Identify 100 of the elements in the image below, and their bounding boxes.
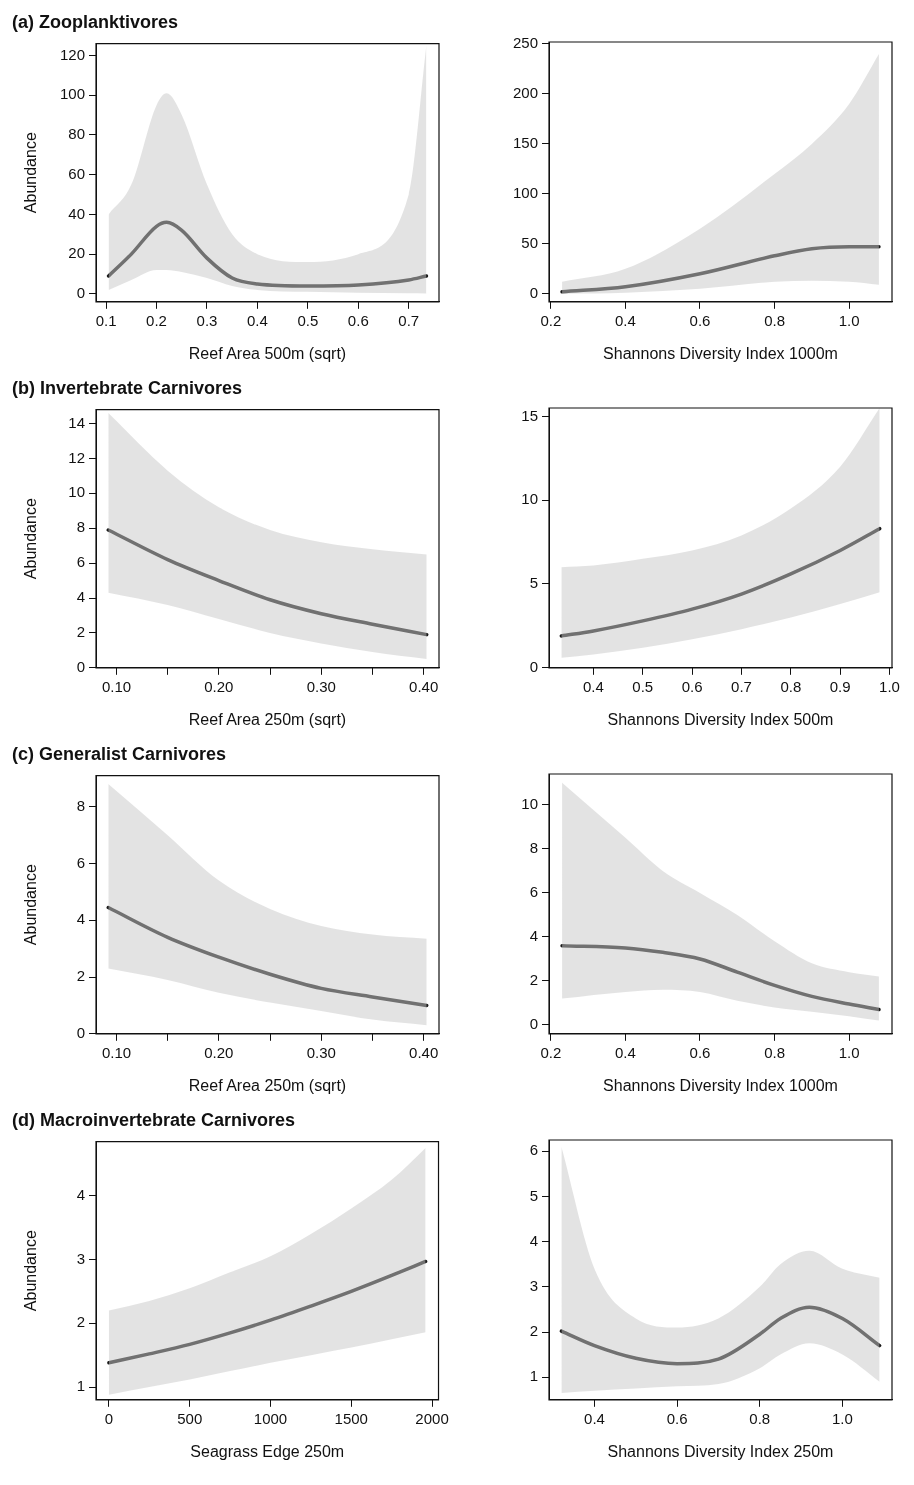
x-tick-label: 0.4 [582, 677, 604, 695]
y-tick-label: 8 [76, 796, 85, 814]
y-tick-label: 2 [76, 1313, 85, 1331]
x-tick-label: 0.4 [615, 1043, 636, 1061]
x-tick-label: 0.4 [584, 1409, 605, 1427]
line-series [106, 528, 429, 637]
y-tick-label: 6 [76, 853, 85, 871]
y-tick-label: 0 [529, 657, 538, 675]
line-series [559, 1305, 882, 1366]
x-tick-label: 0.7 [398, 311, 420, 329]
y-tick-label: 200 [512, 84, 538, 102]
x-tick-label: 0.5 [632, 677, 654, 695]
y-axis-title: Abundance [22, 864, 40, 946]
x-tick-label: 0.9 [829, 677, 851, 695]
x-tick-label: 0.10 [101, 677, 132, 695]
y-tick-label: 250 [512, 34, 538, 52]
y-tick-label: 4 [76, 910, 85, 928]
y-tick-label: 10 [521, 490, 538, 508]
x-tick-label: 0.20 [204, 677, 234, 695]
y-tick-label: 6 [529, 1141, 538, 1159]
y-tick-label: 5 [529, 1186, 538, 1204]
y-tick-label: 4 [76, 588, 85, 606]
x-tick-label: 0.1 [95, 311, 117, 329]
line-series [106, 220, 429, 288]
x-tick-label: 0.2 [146, 311, 167, 329]
y-tick-label: 10 [68, 483, 85, 501]
x-tick-label: 0.30 [306, 677, 336, 695]
y-tick-label: 40 [68, 204, 85, 222]
x-tick-label: 0.6 [347, 311, 369, 329]
x-tick-label: 0.8 [749, 1409, 771, 1427]
y-tick-label: 0 [76, 1023, 85, 1041]
y-tick-label: 0 [76, 284, 85, 301]
chart-title: (a) Zooplanktivores [12, 11, 179, 32]
y-tick-label: 5 [529, 574, 538, 592]
x-tick-label: 0.5 [297, 311, 319, 329]
chart-title: (b) Invertebrate Carnivores [12, 377, 243, 398]
y-tick-label: 2 [529, 1322, 538, 1340]
y-tick-label: 15 [521, 406, 538, 424]
y-tick-label: 2 [76, 623, 85, 641]
line-series [106, 905, 429, 1008]
y-tick-label: 2 [76, 967, 85, 985]
y-tick-label: 2 [529, 971, 538, 989]
x-tick-label: 0.8 [780, 677, 802, 695]
y-tick-label: 120 [59, 45, 85, 63]
y-tick-label: 1 [529, 1367, 538, 1385]
y-tick-label: 100 [512, 184, 538, 202]
line-series [560, 245, 881, 294]
x-tick-label: 1000 [253, 1409, 288, 1427]
x-tick-label: 0.6 [666, 1409, 688, 1427]
y-tick-label: 8 [76, 518, 85, 536]
y-tick-label: 10 [521, 794, 538, 812]
y-tick-label: 4 [529, 927, 538, 945]
x-tick-label: 0.40 [409, 1043, 439, 1061]
x-axis-title: Shannons Diversity Index 1000m [603, 344, 838, 362]
x-tick-label: 0.40 [409, 677, 439, 695]
x-tick-label: 2000 [415, 1409, 449, 1427]
x-tick-label: 0.2 [540, 311, 562, 329]
y-tick-label: 20 [68, 244, 85, 262]
y-axis-title: Abundance [22, 1230, 40, 1312]
x-axis-title: Shannons Diversity Index 1000m [603, 1076, 838, 1094]
x-tick-label: 1.0 [831, 1409, 853, 1427]
y-tick-label: 4 [529, 1231, 538, 1249]
x-tick-label: 0.6 [689, 311, 711, 329]
y-tick-label: 12 [68, 448, 85, 466]
y-axis-title: Abundance [22, 498, 40, 580]
x-tick-label: 1.0 [838, 311, 860, 329]
y-tick-label: 80 [68, 125, 85, 143]
y-tick-label: 150 [512, 134, 538, 152]
x-axis-title: Reef Area 250m (sqrt) [188, 1076, 347, 1094]
x-tick-label: 1.0 [879, 677, 900, 695]
x-tick-label: 0.8 [764, 1043, 785, 1061]
y-tick-label: 60 [68, 164, 85, 182]
y-axis-title: Abundance [22, 132, 40, 214]
line-series [559, 526, 882, 638]
y-tick-label: 14 [68, 413, 85, 431]
chart-title: (d) Macroinvertebrate Carnivores [12, 1109, 296, 1130]
x-tick-label: 0.4 [615, 311, 636, 329]
y-tick-label: 6 [76, 553, 85, 571]
x-axis-title: Reef Area 250m (sqrt) [188, 710, 347, 728]
y-tick-label: 3 [76, 1249, 85, 1267]
y-tick-label: 0 [76, 657, 85, 675]
x-tick-label: 1.0 [838, 1043, 860, 1061]
x-tick-label: 0.20 [204, 1043, 234, 1061]
x-tick-label: 1500 [334, 1409, 368, 1427]
x-tick-label: 0.2 [540, 1043, 562, 1061]
y-tick-label: 50 [521, 233, 538, 251]
x-tick-label: 0.4 [246, 311, 268, 329]
x-axis-title: Seagrass Edge 250m [190, 1442, 345, 1460]
x-axis-title: Shannons Diversity Index 500m [607, 710, 834, 728]
x-axis-title: Reef Area 500m (sqrt) [188, 344, 347, 362]
x-tick-label: 0.3 [196, 311, 218, 329]
y-tick-label: 8 [529, 839, 538, 856]
line-series [560, 943, 881, 1012]
x-tick-label: 0.10 [101, 1043, 132, 1061]
x-tick-label: 500 [177, 1409, 203, 1427]
y-tick-label: 100 [59, 85, 85, 103]
y-tick-label: 4 [76, 1185, 85, 1203]
x-axis-title: Shannons Diversity Index 250m [607, 1442, 834, 1460]
y-tick-label: 6 [529, 883, 538, 901]
y-tick-label: 3 [529, 1276, 538, 1294]
